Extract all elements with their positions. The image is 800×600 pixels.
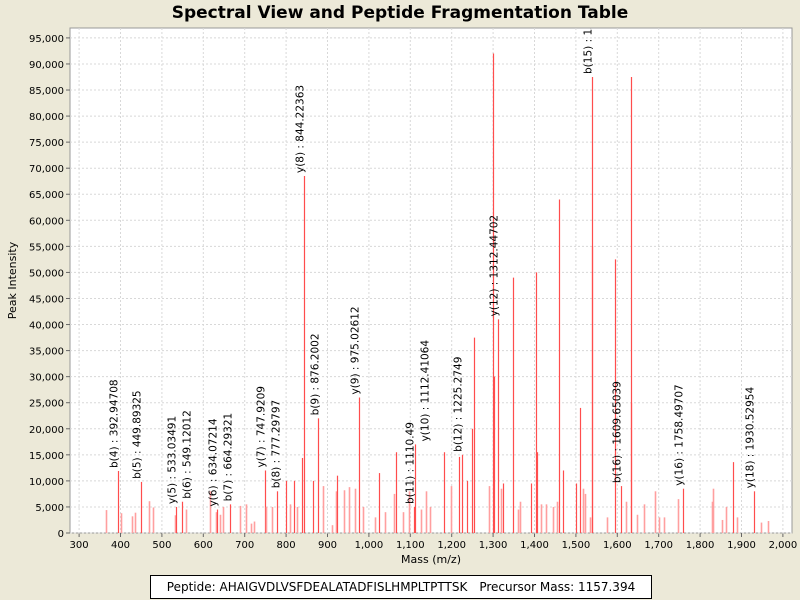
- peptide-sequence: Peptide: AHAIGVDLVSFDEALATADFISLHMPLTPTT…: [166, 580, 468, 594]
- peak-label: y(9) : 975.02612: [350, 306, 362, 394]
- peak-label: y(6) : 634.07214: [208, 418, 220, 506]
- x-tick-label: 1,200: [437, 540, 466, 551]
- peak-label: y(18) : 1930.52954: [745, 387, 757, 489]
- y-tick-label: 95,000: [29, 34, 64, 45]
- x-tick-label: 1,600: [603, 540, 632, 551]
- y-tick-label: 10,000: [29, 477, 64, 488]
- x-tick-label: 1,900: [727, 540, 756, 551]
- peak-label: b(5) : 449.89325: [132, 390, 144, 479]
- spectrum-chart: 300 400 500 600 700 800 900 1,000 1,100 1,200 1,30…: [6, 16, 798, 566]
- x-tick-label: 1,500: [562, 540, 591, 551]
- precursor-mass: Precursor Mass: 1157.394: [479, 580, 636, 594]
- peak-label: b(4) : 392.94708: [109, 379, 121, 468]
- peaks-layer: b(4) : 392.94708 b(5) : 449.89325 y(5) : 5…: [105, 16, 770, 533]
- y-axis-label: Peak Intensity: [6, 241, 19, 319]
- x-tick-label: 900: [318, 540, 337, 551]
- x-tick-label: 2,000: [769, 540, 798, 551]
- x-tick-label: 1,400: [520, 540, 549, 551]
- peak-label: b(6) : 549.12012: [182, 410, 194, 499]
- x-tick-label: 700: [235, 540, 254, 551]
- x-tick-label: 1,700: [644, 540, 673, 551]
- y-tick-label: 50,000: [29, 268, 64, 279]
- y-tick-label: 85,000: [29, 86, 64, 97]
- y-tick-label: 0: [58, 529, 64, 540]
- peak-label: y(10) : 1112.41064: [420, 340, 432, 442]
- peak-label: b(9) : 876.2002: [310, 333, 322, 415]
- y-tick-label: 15,000: [29, 451, 64, 462]
- y-tick-label: 60,000: [29, 216, 64, 227]
- peptide-info-box: Peptide: AHAIGVDLVSFDEALATADFISLHMPLTPTT…: [150, 575, 652, 599]
- x-tick-label: 1,000: [355, 540, 384, 551]
- y-tick-label: 75,000: [29, 138, 64, 149]
- peak-label: y(12) : 1312.44702: [489, 215, 501, 316]
- y-tick-label: 20,000: [29, 425, 64, 436]
- peak-label: b(15) : 153: [583, 16, 595, 74]
- x-axis-label: Mass (m/z): [401, 553, 461, 566]
- y-tick-label: 65,000: [29, 190, 64, 201]
- y-tick-label: 30,000: [29, 373, 64, 384]
- y-tick-label: 5,000: [35, 503, 64, 514]
- y-tick-label: 90,000: [29, 60, 64, 71]
- y-tick-label: 35,000: [29, 347, 64, 358]
- x-tick-label: 800: [277, 540, 296, 551]
- peak-label: b(8) : 777.29797: [271, 400, 283, 489]
- peak-label: b(7) : 664.29321: [223, 413, 235, 502]
- peak-label: b(12) : 1225.2749: [453, 357, 465, 452]
- x-tick-label: 600: [194, 540, 213, 551]
- y-tick-label: 45,000: [29, 294, 64, 305]
- y-tick-label: 80,000: [29, 112, 64, 123]
- x-tick-label: 1,800: [686, 540, 715, 551]
- peak-label: y(5) : 533.03491: [167, 416, 179, 504]
- x-tick-label: 400: [111, 540, 130, 551]
- y-tick-label: 70,000: [29, 164, 64, 175]
- plot-area: [69, 27, 793, 534]
- peak-label: b(11) : 1110.49: [405, 422, 417, 504]
- peak-label: y(8) : 844.22363: [295, 85, 307, 173]
- y-tick-label: 25,000: [29, 399, 64, 410]
- x-tick-label: 500: [152, 540, 171, 551]
- peak-label: y(16) : 1758.49707: [674, 384, 686, 485]
- x-tick-label: 300: [70, 540, 89, 551]
- x-tick-label: 1,300: [479, 540, 508, 551]
- peak-label: y(7) : 747.9209: [256, 386, 268, 467]
- chart-title: Spectral View and Peptide Fragmentation …: [171, 3, 629, 23]
- peak-label: b(16) : 1609.65039: [612, 381, 624, 483]
- x-tick-label: 1,100: [396, 540, 425, 551]
- y-tick-label: 40,000: [29, 321, 64, 332]
- y-tick-label: 55,000: [29, 242, 64, 253]
